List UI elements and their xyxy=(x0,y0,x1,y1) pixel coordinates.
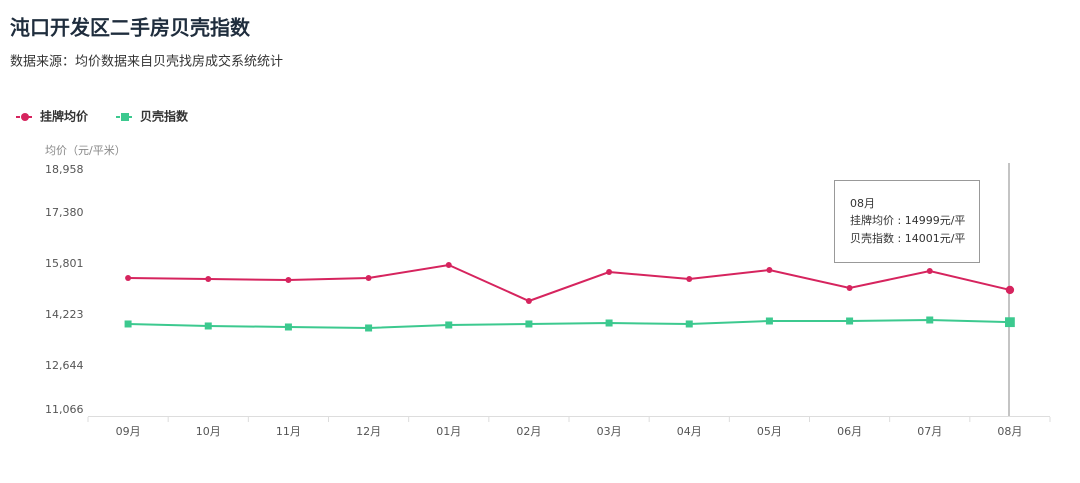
y-axis-title: 均价（元/平米） xyxy=(45,144,126,157)
data-point xyxy=(1005,317,1015,328)
y-tick-label: 15,801 xyxy=(45,257,84,270)
data-point xyxy=(846,317,854,325)
y-tick-label: 12,644 xyxy=(45,359,84,372)
x-tick-label: 04月 xyxy=(677,425,702,438)
x-tick-label: 02月 xyxy=(516,425,541,438)
series-line xyxy=(128,319,1010,329)
data-point xyxy=(686,275,693,282)
chart-title: 沌口开发区二手房贝壳指数 xyxy=(10,16,251,40)
data-point xyxy=(605,319,613,327)
x-tick-label: 08月 xyxy=(997,425,1022,438)
y-tick-label: 17,380 xyxy=(45,206,84,219)
legend-marker xyxy=(121,113,129,121)
tooltip: 08月 挂牌均价 : 14999元/平 贝壳指数 : 14001元/平 xyxy=(834,180,980,263)
data-point xyxy=(606,269,613,276)
legend-label: 挂牌均价 xyxy=(40,109,89,124)
data-point xyxy=(525,320,533,328)
tooltip-box xyxy=(834,180,980,263)
x-tick-label: 10月 xyxy=(196,425,221,438)
data-point xyxy=(765,317,773,325)
data-point xyxy=(926,268,933,275)
legend-label: 贝壳指数 xyxy=(140,109,189,124)
data-point xyxy=(445,321,453,329)
data-point xyxy=(365,274,372,281)
tooltip-line: 贝壳指数 : 14001元/平 xyxy=(850,231,965,245)
data-point xyxy=(926,316,934,324)
data-point xyxy=(284,323,292,331)
data-point xyxy=(124,320,132,328)
data-point xyxy=(285,277,292,284)
data-point xyxy=(846,285,853,292)
data-point xyxy=(766,267,773,274)
y-tick-label: 11,066 xyxy=(45,403,84,416)
data-point xyxy=(1005,285,1015,295)
x-tick-label: 05月 xyxy=(757,425,782,438)
series-line xyxy=(128,263,1011,303)
data-point xyxy=(205,275,212,282)
data-point xyxy=(525,298,532,305)
x-tick-label: 09月 xyxy=(116,425,141,438)
x-tick-label: 11月 xyxy=(276,425,301,438)
legend-marker xyxy=(21,113,29,121)
data-point xyxy=(445,262,452,269)
x-tick-label: 03月 xyxy=(597,425,622,438)
y-tick-label: 14,223 xyxy=(45,308,84,321)
data-point xyxy=(125,274,132,281)
x-tick-label: 12月 xyxy=(356,425,381,438)
x-tick-label: 06月 xyxy=(837,425,862,438)
x-tick-label: 01月 xyxy=(436,425,461,438)
data-point xyxy=(365,324,373,332)
chart-subtitle: 数据来源：均价数据来自贝壳找房成交系统统计 xyxy=(10,54,283,70)
x-tick-label: 07月 xyxy=(917,425,942,438)
data-point xyxy=(204,322,212,330)
y-tick-label: 18,958 xyxy=(45,163,84,176)
data-point xyxy=(685,320,693,328)
tooltip-title: 08月 xyxy=(850,197,875,210)
tooltip-line: 挂牌均价 : 14999元/平 xyxy=(850,213,965,227)
